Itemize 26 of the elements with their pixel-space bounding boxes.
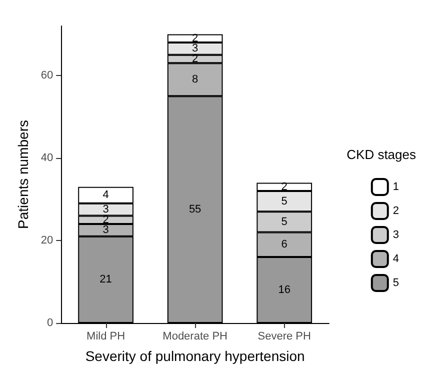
data-label: 3 <box>192 42 198 55</box>
y-tick-label: 40 <box>40 152 54 164</box>
legend-label: 5 <box>392 277 400 289</box>
y-tick-label: 60 <box>40 70 54 82</box>
data-label: 4 <box>102 189 109 202</box>
legend-label: 3 <box>392 229 400 241</box>
legend-title: CKD stages <box>346 147 416 162</box>
data-label: 3 <box>102 204 109 216</box>
data-label: 6 <box>281 238 288 251</box>
legend-label: 4 <box>392 253 400 265</box>
x-axis-title: Severity of pulmonary hypertension <box>85 348 305 364</box>
y-tick-label: 20 <box>40 234 54 246</box>
y-tick-label: 0 <box>47 317 54 329</box>
data-label: 21 <box>100 274 112 286</box>
data-label: 55 <box>188 204 202 216</box>
data-label: 8 <box>192 74 198 86</box>
data-label: 16 <box>278 284 290 296</box>
x-tick-label: Severe PH <box>258 330 311 342</box>
x-tick-label: Moderate PH <box>162 330 228 342</box>
data-label: 3 <box>102 224 109 236</box>
y-axis-title: Patients numbers <box>15 120 31 229</box>
legend-label: 1 <box>392 181 400 193</box>
x-tick-label: Mild PH <box>86 330 126 342</box>
legend-label: 2 <box>392 205 400 217</box>
data-label: 5 <box>281 216 288 228</box>
data-label: 5 <box>281 195 288 208</box>
